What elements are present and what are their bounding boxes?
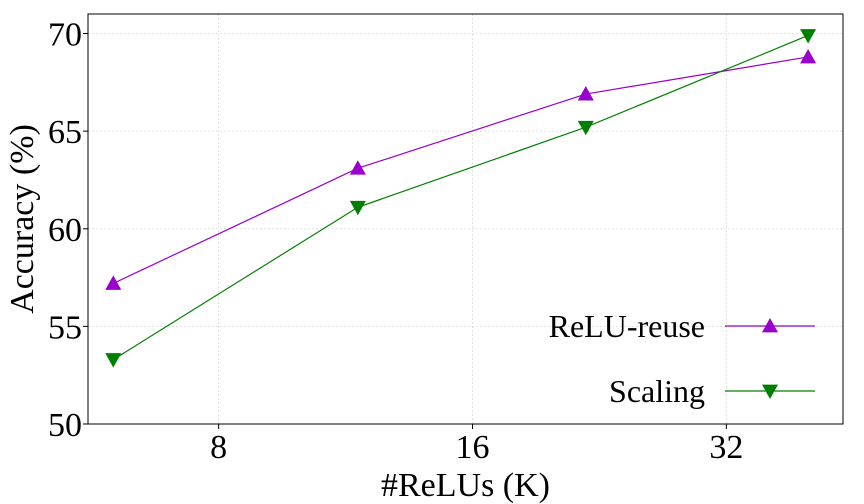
x-tick-label: 8	[210, 429, 227, 466]
data-point-relu-reuse	[349, 160, 366, 175]
series-line-scaling	[112, 34, 809, 361]
series-line-relu-reuse	[113, 56, 809, 284]
legend-label-relu-reuse: ReLU-reuse	[549, 308, 705, 344]
data-point-relu-reuse	[800, 48, 817, 64]
legend-marker-scaling	[762, 384, 778, 399]
data-point-scaling	[800, 29, 817, 44]
data-point-scaling	[349, 200, 366, 216]
series-layer	[105, 29, 817, 368]
data-point-relu-reuse	[577, 86, 594, 101]
y-tick-label: 70	[48, 17, 82, 54]
legend: ReLU-reuse Scaling	[549, 308, 815, 409]
series-scaling	[105, 29, 817, 368]
data-point-scaling	[105, 353, 122, 368]
data-point-relu-reuse	[105, 275, 122, 290]
grid-lines	[88, 14, 843, 424]
series-relu-reuse	[105, 48, 817, 290]
tick-labels: 8 16 32 50 55 60 65 70	[48, 17, 743, 466]
y-tick-label: 65	[48, 114, 82, 151]
legend-marker-relu-reuse	[762, 318, 778, 333]
x-axis-title: #ReLUs (K)	[381, 467, 550, 504]
y-axis-title: Accuracy (%)	[4, 124, 41, 314]
legend-label-scaling: Scaling	[609, 373, 705, 409]
x-tick-label: 32	[709, 429, 743, 466]
plot-frame	[87, 13, 844, 425]
y-tick-label: 60	[48, 212, 82, 249]
y-tick-label: 50	[48, 407, 82, 444]
data-point-scaling	[577, 120, 594, 136]
y-tick-label: 55	[48, 309, 82, 346]
x-tick-label: 16	[455, 429, 489, 466]
